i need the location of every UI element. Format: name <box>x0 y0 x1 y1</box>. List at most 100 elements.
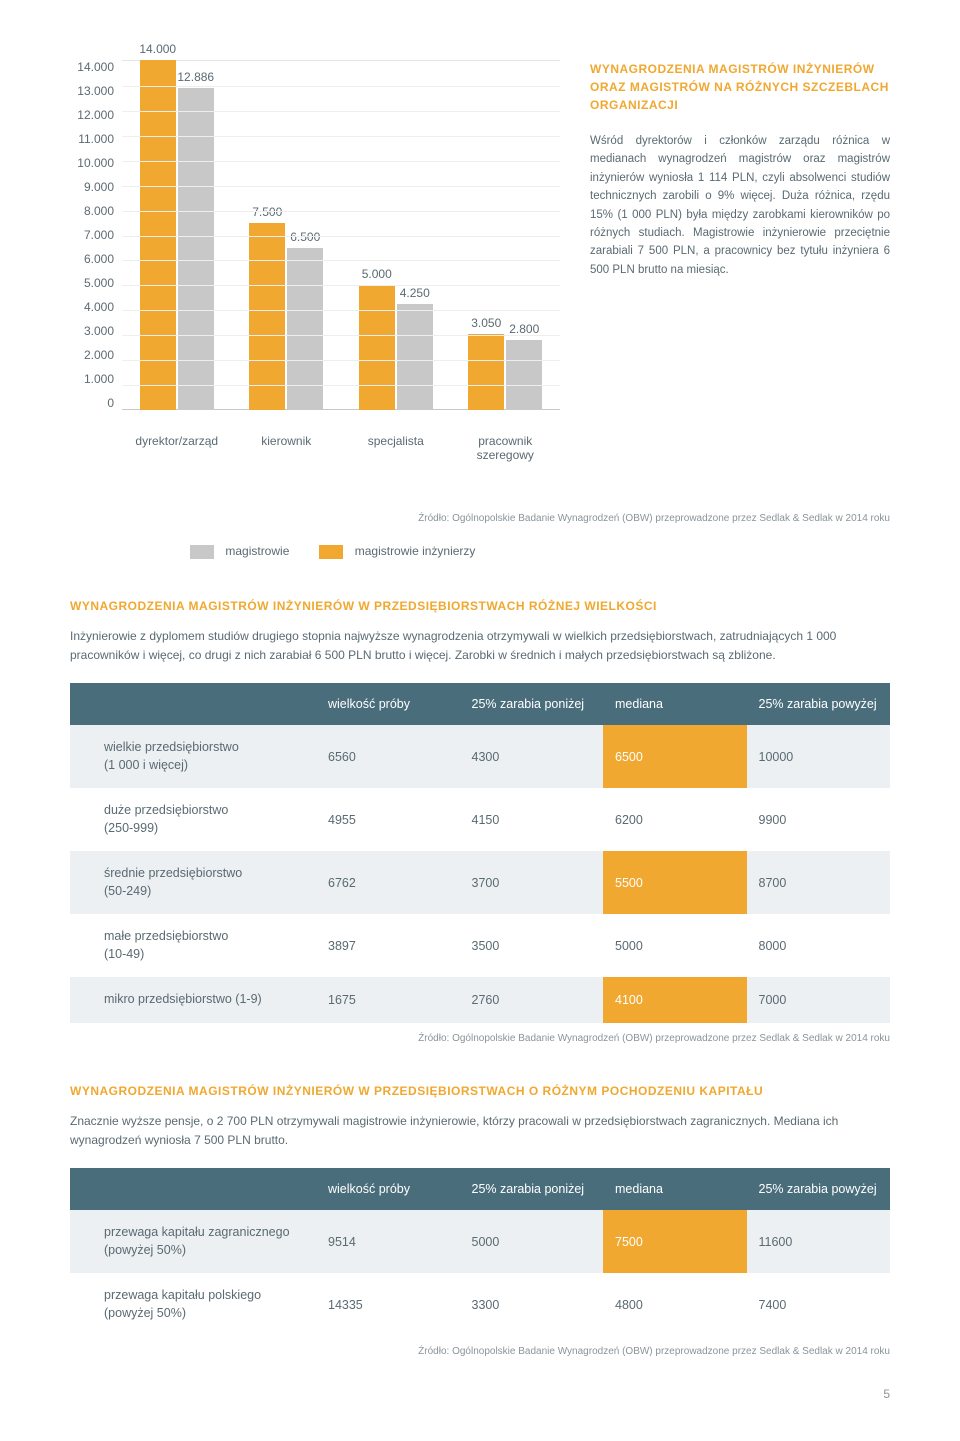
table-header-cell: 25% zarabia poniżej <box>460 1168 604 1210</box>
chart-source-text: Źródło: Ogólnopolskie Badanie Wynagrodze… <box>418 513 890 524</box>
table-cell: 6560 <box>316 725 460 788</box>
chart-legend: magistrowie magistrowie inżynierzy <box>190 544 890 559</box>
table-cell: 3500 <box>460 914 604 977</box>
y-tick-label: 3.000 <box>70 324 114 338</box>
gridline <box>122 111 560 112</box>
y-tick-label: 5.000 <box>70 276 114 290</box>
bar-group: 7.500 6.500 <box>238 223 334 411</box>
table-header-cell: 25% zarabia powyżej <box>747 683 891 725</box>
table-header-cell: mediana <box>603 1168 747 1210</box>
table-header-cell: wielkość próby <box>316 1168 460 1210</box>
table-cell: 8700 <box>747 851 891 914</box>
table-row: przewaga kapitału polskiego (powyżej 50%… <box>70 1273 890 1336</box>
chart-container: 14.00013.00012.00011.00010.0009.0008.000… <box>70 60 560 462</box>
legend-swatch-orange <box>319 545 343 559</box>
x-axis-label: pracownik szeregowy <box>457 434 553 462</box>
table-cell: 1675 <box>316 977 460 1023</box>
legend-item-inzynierzy: magistrowie inżynierzy <box>319 544 475 559</box>
bar-inzynierzy: 3.050 <box>468 334 504 410</box>
table-cell: 9514 <box>316 1210 460 1273</box>
chart-title: WYNAGRODZENIA MAGISTRÓW INŻYNIERÓW ORAZ … <box>590 60 890 114</box>
legend-swatch-grey <box>190 545 214 559</box>
table-row: średnie przedsiębiorstwo(50-249)67623700… <box>70 851 890 914</box>
bar-value-label: 6.500 <box>290 230 320 244</box>
y-tick-label: 9.000 <box>70 180 114 194</box>
y-tick-label: 14.000 <box>70 60 114 74</box>
bar-value-label: 5.000 <box>362 267 392 281</box>
section1-title: WYNAGRODZENIA MAGISTRÓW INŻYNIERÓW W PRZ… <box>70 599 890 613</box>
gridline <box>122 186 560 187</box>
chart-description: WYNAGRODZENIA MAGISTRÓW INŻYNIERÓW ORAZ … <box>590 60 890 462</box>
table-cell: 8000 <box>747 914 891 977</box>
table-row-label: przewaga kapitału polskiego (powyżej 50%… <box>70 1273 316 1336</box>
table-row-label: duże przedsiębiorstwo(250-999) <box>70 788 316 851</box>
table-cell: 5000 <box>460 1210 604 1273</box>
bar-inzynierzy: 7.500 <box>249 223 285 411</box>
y-tick-label: 0 <box>70 396 114 410</box>
bar-value-label: 14.000 <box>139 42 176 56</box>
y-tick-label: 11.000 <box>70 132 114 146</box>
table2-source: Źródło: Ogólnopolskie Badanie Wynagrodze… <box>70 1346 890 1357</box>
table-cell: 4300 <box>460 725 604 788</box>
page-number: 5 <box>70 1387 890 1401</box>
table-cell: 5000 <box>603 914 747 977</box>
y-tick-label: 10.000 <box>70 156 114 170</box>
table-cell: 6500 <box>603 725 747 788</box>
table2-header-row: wielkość próby25% zarabia poniżejmediana… <box>70 1168 890 1210</box>
bar-group: 3.0502.800 <box>457 334 553 410</box>
chart-source: Źródło: Ogólnopolskie Badanie Wynagrodze… <box>70 512 890 526</box>
table-header-cell: mediana <box>603 683 747 725</box>
bar-value-label: 2.800 <box>509 322 539 336</box>
bar-magistrowie: 4.250 <box>397 304 433 410</box>
table-cell: 10000 <box>747 725 891 788</box>
x-axis-label: specjalista <box>348 434 444 462</box>
gridline <box>122 136 560 137</box>
table-cell: 2760 <box>460 977 604 1023</box>
table-row-label: mikro przedsiębiorstwo (1-9) <box>70 977 316 1023</box>
plot-area: 14.00012.8867.5006.5005.0004.2503.0502.8… <box>122 60 560 410</box>
gridline <box>122 385 560 386</box>
y-tick-label: 1.000 <box>70 372 114 386</box>
y-tick-label: 6.000 <box>70 252 114 266</box>
table-company-size: wielkość próby25% zarabia poniżejmediana… <box>70 683 890 1023</box>
table-row: przewaga kapitału zagranicznego (powyżej… <box>70 1210 890 1273</box>
table-cell: 4100 <box>603 977 747 1023</box>
x-axis-label: kierownik <box>238 434 334 462</box>
table-cell: 14335 <box>316 1273 460 1336</box>
table-header-cell <box>70 1168 316 1210</box>
table-cell: 4150 <box>460 788 604 851</box>
table2-body: przewaga kapitału zagranicznego (powyżej… <box>70 1210 890 1336</box>
table-row: mikro przedsiębiorstwo (1-9)167527604100… <box>70 977 890 1023</box>
table-cell: 7000 <box>747 977 891 1023</box>
y-tick-label: 4.000 <box>70 300 114 314</box>
table-row: wielkie przedsiębiorstwo(1 000 i więcej)… <box>70 725 890 788</box>
table-header-cell <box>70 683 316 725</box>
gridline <box>122 360 560 361</box>
legend-label-magistrowie: magistrowie <box>225 544 289 558</box>
table-capital-origin: wielkość próby25% zarabia poniżejmediana… <box>70 1168 890 1336</box>
gridline <box>122 310 560 311</box>
table-cell: 4955 <box>316 788 460 851</box>
table-cell: 9900 <box>747 788 891 851</box>
table-cell: 7400 <box>747 1273 891 1336</box>
section2-title: WYNAGRODZENIA MAGISTRÓW INŻYNIERÓW W PRZ… <box>70 1084 890 1098</box>
table-row-label: średnie przedsiębiorstwo(50-249) <box>70 851 316 914</box>
legend-label-inzynierzy: magistrowie inżynierzy <box>355 544 476 558</box>
legend-item-magistrowie: magistrowie <box>190 544 289 559</box>
gridline <box>122 211 560 212</box>
section1-body: Inżynierowie z dyplomem studiów drugiego… <box>70 627 890 665</box>
table-row-label: małe przedsiębiorstwo(10-49) <box>70 914 316 977</box>
table-cell: 11600 <box>747 1210 891 1273</box>
bar-group: 5.0004.250 <box>348 285 444 410</box>
gridline <box>122 86 560 87</box>
table1-header-row: wielkość próby25% zarabia poniżejmediana… <box>70 683 890 725</box>
gridline <box>122 236 560 237</box>
table1-source: Źródło: Ogólnopolskie Badanie Wynagrodze… <box>70 1033 890 1044</box>
gridline <box>122 285 560 286</box>
table1-body: wielkie przedsiębiorstwo(1 000 i więcej)… <box>70 725 890 1023</box>
table-row: małe przedsiębiorstwo(10-49)389735005000… <box>70 914 890 977</box>
top-row: 14.00013.00012.00011.00010.0009.0008.000… <box>70 60 890 462</box>
bar-value-label: 4.250 <box>400 286 430 300</box>
x-axis-labels: dyrektor/zarządkierownikspecjalistapraco… <box>122 434 560 462</box>
chart-body-text: Wśród dyrektorów i członków zarządu różn… <box>590 132 890 279</box>
